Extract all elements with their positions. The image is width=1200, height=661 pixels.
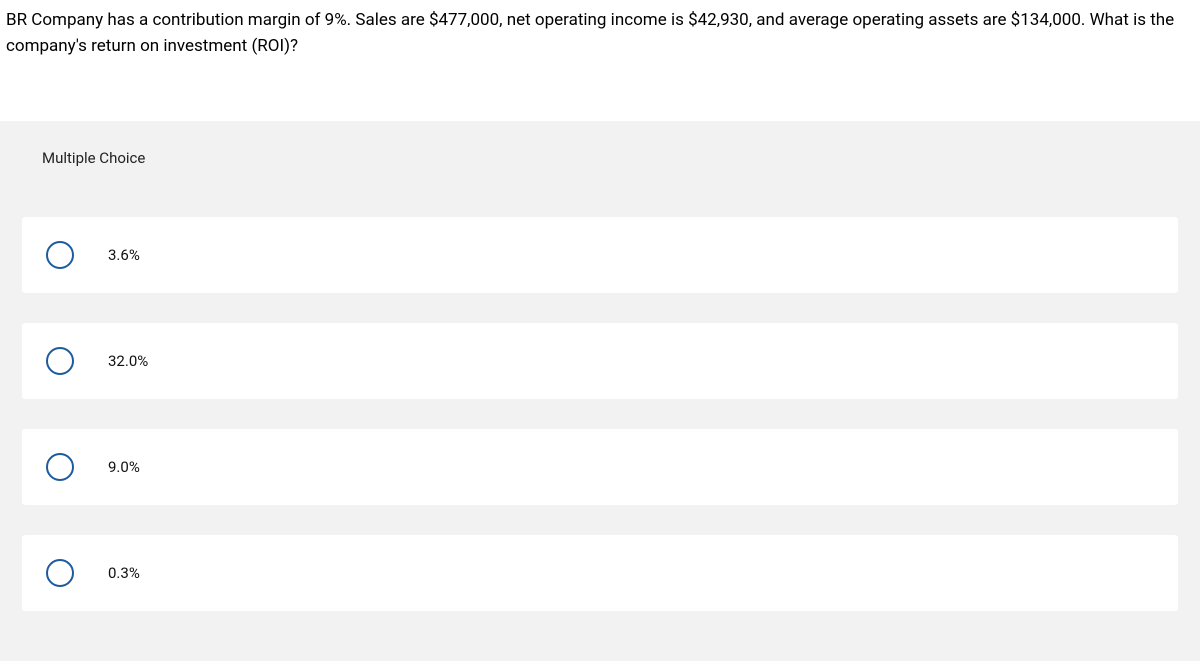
option-2[interactable]: 32.0%: [22, 323, 1178, 399]
option-label: 0.3%: [108, 564, 140, 582]
radio-icon[interactable]: [46, 241, 74, 269]
radio-icon[interactable]: [46, 559, 74, 587]
section-title: Multiple Choice: [0, 121, 1200, 195]
option-3[interactable]: 9.0%: [22, 429, 1178, 505]
radio-icon[interactable]: [46, 347, 74, 375]
option-1[interactable]: 3.6%: [22, 217, 1178, 293]
option-label: 32.0%: [108, 352, 148, 370]
options-list: 3.6% 32.0% 9.0% 0.3%: [0, 195, 1200, 611]
option-label: 3.6%: [108, 246, 140, 264]
option-4[interactable]: 0.3%: [22, 535, 1178, 611]
radio-icon[interactable]: [46, 453, 74, 481]
multiple-choice-container: Multiple Choice 3.6% 32.0% 9.0% 0.3%: [0, 121, 1200, 661]
option-label: 9.0%: [108, 458, 140, 476]
question-text: BR Company has a contribution margin of …: [0, 0, 1200, 73]
